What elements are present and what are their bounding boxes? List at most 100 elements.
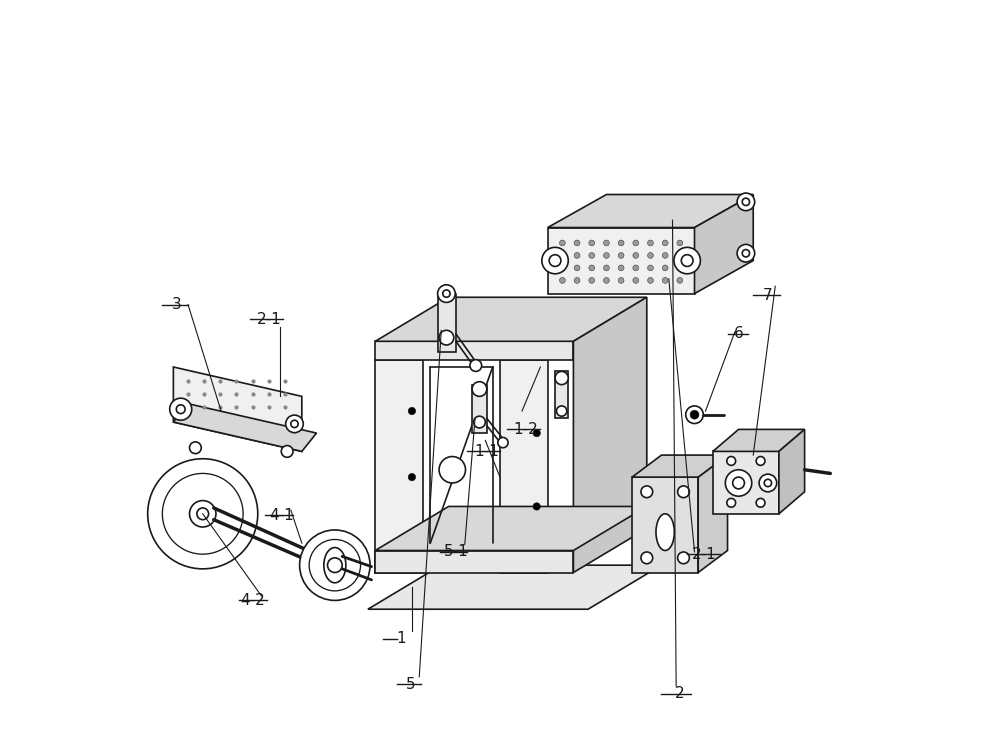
Circle shape [286,415,303,432]
Polygon shape [555,371,568,418]
Circle shape [677,252,683,258]
Circle shape [559,240,565,246]
Circle shape [662,240,668,246]
Circle shape [662,252,668,258]
Circle shape [756,498,765,507]
Circle shape [674,247,700,274]
Text: 7: 7 [763,288,773,302]
Circle shape [474,416,485,428]
Circle shape [677,265,683,271]
Text: 2: 2 [675,686,685,701]
Circle shape [472,382,487,396]
Text: 2-1: 2-1 [256,312,281,327]
Text: 4-1: 4-1 [269,508,294,523]
Circle shape [408,407,416,415]
Text: 5-1: 5-1 [444,545,468,559]
Polygon shape [632,477,698,573]
Polygon shape [779,429,805,514]
Circle shape [533,503,540,510]
Circle shape [309,539,361,591]
Circle shape [648,277,653,283]
Circle shape [727,457,736,465]
Polygon shape [375,341,573,360]
Circle shape [737,244,755,262]
Polygon shape [698,455,728,573]
Circle shape [443,290,450,297]
Polygon shape [375,360,423,573]
Circle shape [618,240,624,246]
Circle shape [678,552,689,564]
Text: 3: 3 [172,297,182,312]
Circle shape [662,277,668,283]
Circle shape [589,265,595,271]
Circle shape [618,252,624,258]
Circle shape [438,285,455,302]
Circle shape [176,405,185,414]
Circle shape [756,457,765,465]
Circle shape [533,429,540,437]
Circle shape [618,277,624,283]
Circle shape [603,252,609,258]
Polygon shape [548,228,695,294]
Polygon shape [472,385,487,433]
Circle shape [633,240,639,246]
Circle shape [641,552,653,564]
Polygon shape [173,404,316,451]
Circle shape [742,198,750,206]
Circle shape [439,330,454,345]
Circle shape [727,498,736,507]
Circle shape [759,474,777,492]
Polygon shape [375,297,647,341]
Circle shape [470,360,482,371]
Polygon shape [438,294,456,352]
Circle shape [725,470,752,496]
Circle shape [197,508,209,520]
Text: 1-1: 1-1 [474,444,499,459]
Circle shape [633,265,639,271]
Circle shape [686,406,703,424]
Polygon shape [713,429,805,451]
Circle shape [555,371,568,385]
Polygon shape [573,297,647,573]
Circle shape [498,437,508,448]
Circle shape [648,252,653,258]
Circle shape [559,252,565,258]
Circle shape [633,252,639,258]
Ellipse shape [656,514,674,550]
Circle shape [439,457,466,483]
Text: 5: 5 [406,677,415,691]
Circle shape [281,446,293,457]
Circle shape [737,193,755,211]
Text: 6: 6 [734,327,743,341]
Text: 1-2: 1-2 [513,422,538,437]
Circle shape [574,277,580,283]
Circle shape [648,240,653,246]
Circle shape [559,277,565,283]
Circle shape [678,486,689,498]
Polygon shape [548,195,753,228]
Circle shape [328,558,342,573]
Circle shape [641,486,653,498]
Circle shape [733,477,744,489]
Polygon shape [695,195,753,294]
Circle shape [408,473,416,481]
Text: 4-2: 4-2 [240,593,265,608]
Circle shape [764,479,772,487]
Circle shape [574,240,580,246]
Circle shape [589,277,595,283]
Circle shape [618,265,624,271]
Circle shape [574,252,580,258]
Polygon shape [375,506,647,550]
Circle shape [549,255,561,266]
Circle shape [603,240,609,246]
Circle shape [291,420,298,428]
Polygon shape [632,455,728,477]
Circle shape [190,501,216,527]
Circle shape [677,240,683,246]
Circle shape [648,265,653,271]
Circle shape [162,473,243,554]
Circle shape [681,255,693,266]
Circle shape [690,410,699,419]
Text: 1: 1 [396,631,406,646]
Circle shape [603,265,609,271]
